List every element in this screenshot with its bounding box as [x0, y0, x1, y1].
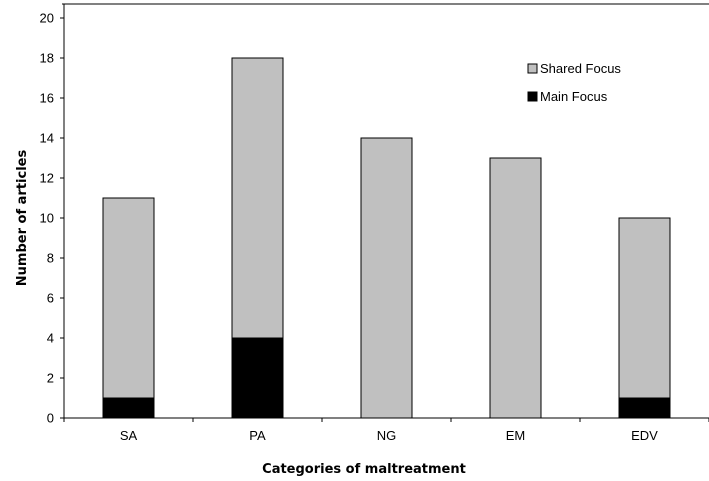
y-tick-label: 10 [40, 211, 54, 226]
bar-pa-main-focus [231, 337, 284, 419]
bar-ng-shared-focus [360, 137, 413, 419]
bar-sa-shared-focus [102, 197, 155, 399]
x-tick-label-em: EM [506, 428, 526, 443]
bars-layer [102, 57, 671, 419]
y-tick-label: 8 [47, 251, 54, 266]
ticks-layer: 0 2 4 6 8 10 12 14 16 18 20 SA PA NG EM EDV [40, 11, 709, 443]
y-tick-label: 20 [40, 11, 54, 26]
legend-swatch-main-focus [527, 91, 538, 102]
bar-edv-shared-focus [618, 217, 671, 399]
legend: Shared Focus Main Focus [527, 61, 621, 104]
y-tick-label: 12 [40, 171, 54, 186]
y-tick-label: 4 [47, 331, 54, 346]
y-axis-title: Number of articles [15, 150, 30, 287]
y-tick-label: 2 [47, 371, 54, 386]
x-tick-label-ng: NG [377, 428, 397, 443]
bar-em-shared-focus [489, 157, 542, 419]
x-tick-label-sa: SA [120, 428, 138, 443]
bar-sa-main-focus [102, 397, 155, 419]
bar-pa-shared-focus [231, 57, 284, 339]
x-tick-label-edv: EDV [631, 428, 658, 443]
y-tick-label: 16 [40, 91, 54, 106]
legend-label-shared-focus: Shared Focus [540, 61, 621, 76]
y-tick-label: 0 [47, 411, 54, 426]
bar-edv-main-focus [618, 397, 671, 419]
y-tick-label: 6 [47, 291, 54, 306]
y-tick-label: 14 [40, 131, 54, 146]
axes-layer [63, 4, 709, 419]
x-axis-title: Categories of maltreatment [262, 462, 466, 477]
legend-swatch-shared-focus [527, 63, 538, 74]
x-tick-label-pa: PA [249, 428, 266, 443]
y-tick-label: 18 [40, 51, 54, 66]
legend-label-main-focus: Main Focus [540, 89, 608, 104]
